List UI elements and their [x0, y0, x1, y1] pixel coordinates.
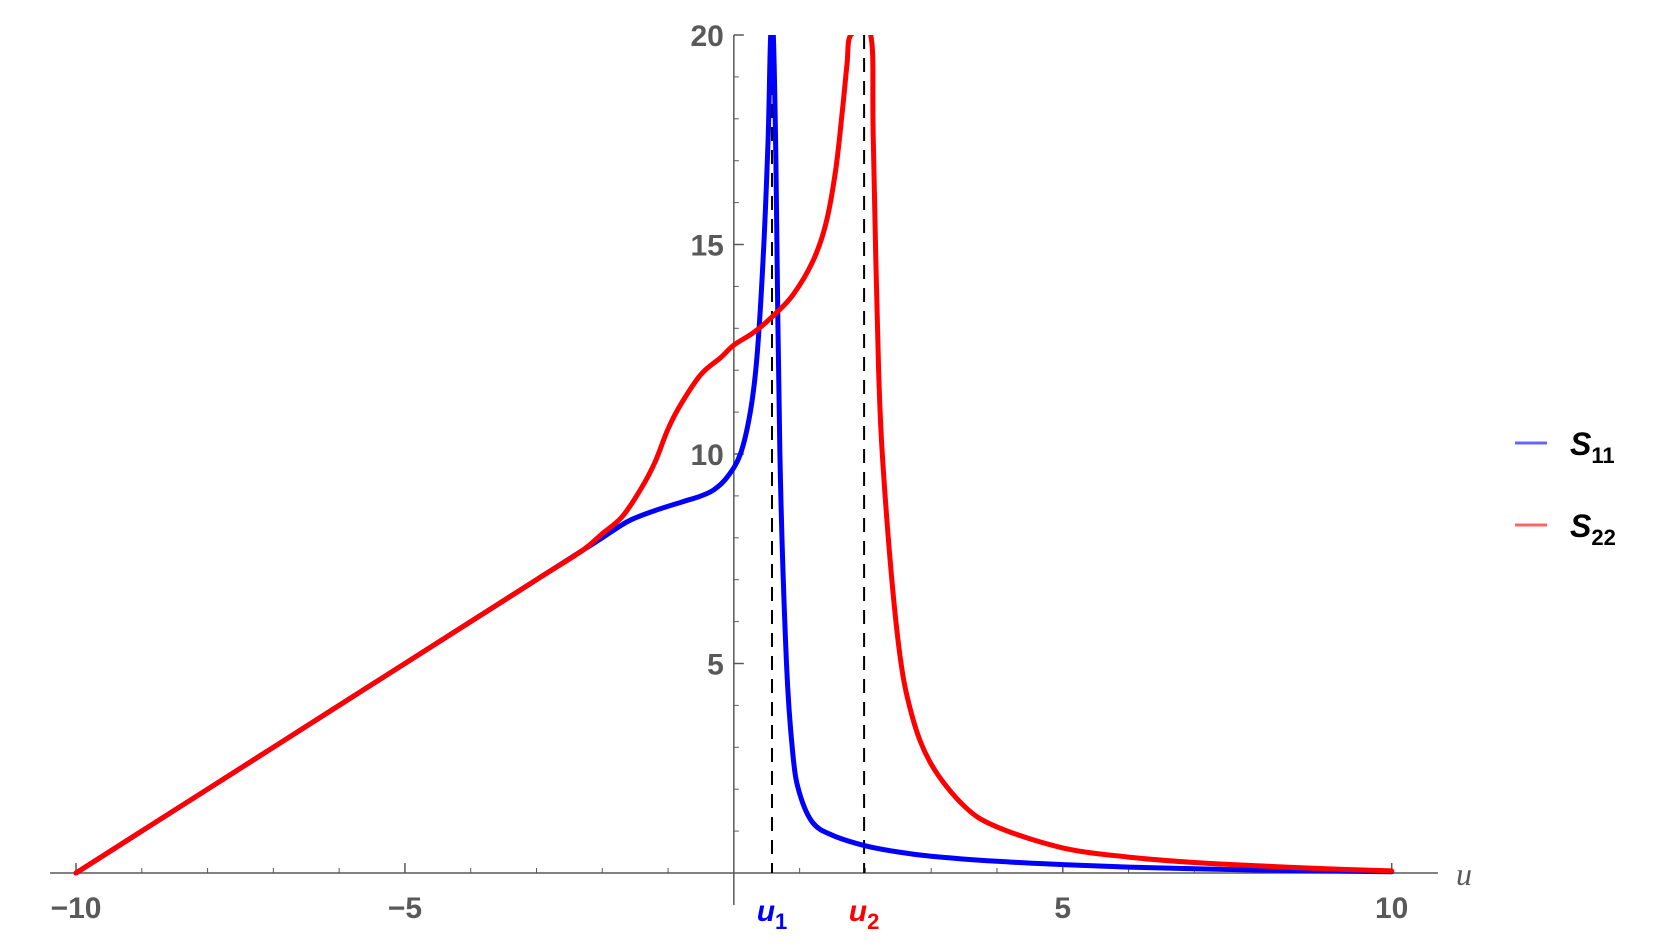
marker-label: u2	[849, 895, 880, 934]
y-tick-label: 15	[690, 230, 723, 263]
y-tick-label: 5	[707, 649, 724, 682]
axes	[50, 34, 1438, 905]
marker-lines	[770, 35, 866, 873]
plot-area	[73, 35, 1395, 876]
legend-label-s22: S22	[1570, 508, 1616, 550]
x-tick-label: 10	[1375, 892, 1408, 925]
y-tick-label: 20	[690, 20, 723, 53]
legend-label-s11: S11	[1570, 426, 1615, 468]
series-line-s22	[73, 35, 1395, 876]
tick-labels: −10 −5 5 10 5 10 15 20 u u1 u2	[51, 20, 1472, 934]
legend: S11 S22	[1515, 426, 1616, 550]
marker-label: u1	[757, 895, 788, 934]
x-tick-label: 5	[1054, 892, 1071, 925]
x-tick-label: −10	[51, 892, 102, 925]
x-axis-label: u	[1456, 856, 1472, 892]
y-tick-label: 10	[690, 439, 723, 472]
x-tick-label: −5	[388, 892, 422, 925]
